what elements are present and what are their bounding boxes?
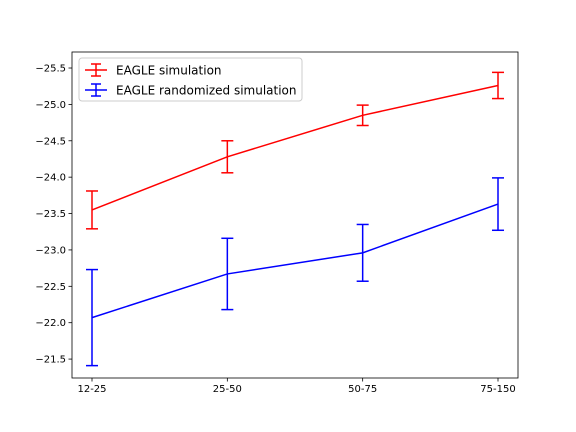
series-2 — [86, 177, 504, 367]
series-1-errorbar — [356, 104, 369, 127]
y-tick-label: −23.0 — [35, 245, 66, 256]
y-tick-label: −22.5 — [35, 282, 66, 293]
x-tick-label: 50-75 — [348, 384, 377, 395]
y-tick-label: −22.0 — [35, 318, 66, 329]
plot-frame — [71, 51, 519, 379]
series-layer — [86, 71, 504, 367]
y-tick-label: −21.5 — [35, 355, 66, 366]
legend-entry-1: EAGLE simulation — [85, 63, 222, 78]
y-tick-label: −24.5 — [35, 136, 66, 147]
series-1-errorbar — [221, 140, 234, 174]
series-2-line — [91, 203, 499, 319]
x-tick-label: 12-25 — [77, 384, 106, 395]
series-2-errorbar — [86, 268, 98, 367]
legend-label: EAGLE simulation — [116, 64, 222, 78]
series-2-errorbar — [356, 223, 369, 282]
series-1 — [86, 71, 504, 230]
axis-layer: 12-25 25-50 50-75 75-150 −21.5 −22.0 −22.5 −23.… — [35, 64, 515, 395]
legend-entry-2: EAGLE randomized simulation — [85, 83, 297, 98]
legend-box — [78, 57, 303, 102]
y-tick-label: −24.0 — [35, 173, 66, 184]
x-tick-label: 75-150 — [480, 384, 515, 395]
legend-label: EAGLE randomized simulation — [116, 84, 297, 98]
series-2-errorbar — [221, 237, 234, 311]
series-2-errorbar — [492, 177, 504, 232]
x-tick-label: 25-50 — [213, 384, 242, 395]
series-1-errorbar — [86, 190, 98, 230]
y-tick-label: −25.5 — [35, 64, 66, 75]
y-tick-label: −25.0 — [35, 100, 66, 111]
series-1-errorbar — [492, 71, 504, 100]
legend: EAGLE simulation EAGLE randomized simulat… — [78, 57, 303, 102]
y-tick-label: −23.5 — [35, 209, 66, 220]
series-1-line — [91, 84, 499, 211]
